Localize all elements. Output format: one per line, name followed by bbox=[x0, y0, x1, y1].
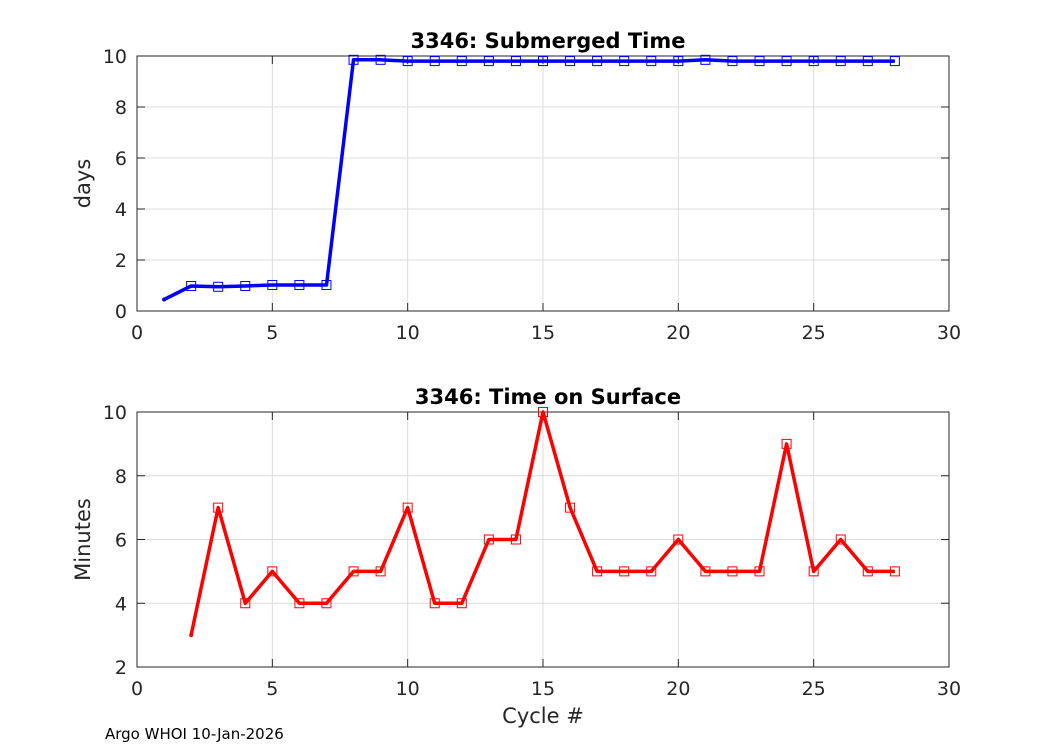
chart2-x-tick-label: 20 bbox=[666, 678, 690, 700]
chart2-data-point bbox=[375, 566, 386, 577]
chart2-x-tick-label: 10 bbox=[396, 678, 420, 700]
chart2-data-point bbox=[483, 534, 494, 545]
chart2-y-axis-label: Minutes bbox=[71, 498, 95, 581]
chart1-data-point bbox=[835, 56, 846, 67]
chart2-x-tick-label: 25 bbox=[802, 678, 826, 700]
chart2-data-point bbox=[510, 534, 521, 545]
chart2-data-point bbox=[240, 598, 251, 609]
chart1-data-point bbox=[592, 56, 603, 67]
chart1-data-point bbox=[673, 56, 684, 67]
chart1-data-point bbox=[808, 56, 819, 67]
chart1-y-tick-label: 0 bbox=[115, 301, 127, 323]
chart1-y-tick-label: 6 bbox=[115, 148, 127, 170]
chart1-data-point bbox=[267, 279, 278, 290]
chart1-title: 3346: Submerged Time bbox=[410, 29, 685, 53]
chart1-x-tick-label: 15 bbox=[531, 322, 555, 344]
chart1-x-tick-label: 0 bbox=[131, 322, 143, 344]
chart2-data-point bbox=[862, 566, 873, 577]
footer-credit: Argo WHOI 10-Jan-2026 bbox=[105, 725, 284, 743]
chart1-data-point bbox=[889, 56, 900, 67]
chart1-data-point bbox=[565, 56, 576, 67]
chart1-y-axis-label: days bbox=[71, 159, 95, 209]
chart2-data-point bbox=[456, 598, 467, 609]
chart1-y-tick-label: 8 bbox=[115, 97, 127, 119]
chart2-data-point bbox=[646, 566, 657, 577]
chart1-x-tick-label: 30 bbox=[937, 322, 961, 344]
chart2-x-tick-label: 5 bbox=[266, 678, 278, 700]
chart2-x-tick-label: 15 bbox=[531, 678, 555, 700]
chart1-data-point bbox=[186, 281, 197, 292]
chart2-y-tick-label: 8 bbox=[115, 466, 127, 488]
chart1-data-point bbox=[754, 56, 765, 67]
chart1-y-tick-label: 4 bbox=[115, 199, 127, 221]
chart2-data-point bbox=[835, 534, 846, 545]
chart1-data-point bbox=[862, 56, 873, 67]
chart1-data-point bbox=[429, 56, 440, 67]
chart1-data-point bbox=[294, 279, 305, 290]
chart2-y-tick-label: 6 bbox=[115, 530, 127, 552]
chart1-data-point bbox=[781, 56, 792, 67]
chart1-y-tick-label: 10 bbox=[103, 46, 127, 68]
chart1-data-point bbox=[619, 56, 630, 67]
chart1-data-point bbox=[456, 56, 467, 67]
chart2-data-point bbox=[808, 566, 819, 577]
chart1-data-point bbox=[213, 281, 224, 292]
chart2-data-point bbox=[700, 566, 711, 577]
chart1-x-tick-label: 10 bbox=[396, 322, 420, 344]
chart2-data-point bbox=[889, 566, 900, 577]
chart2-series-line bbox=[189, 410, 895, 636]
chart2-data-point bbox=[213, 502, 224, 513]
chart1-data-point bbox=[240, 281, 251, 292]
chart1-data-point bbox=[646, 56, 657, 67]
chart1-data-point bbox=[321, 279, 332, 290]
chart2-data-point bbox=[189, 633, 194, 638]
chart2-y-tick-label: 10 bbox=[103, 402, 127, 424]
chart2-y-tick-label: 2 bbox=[115, 657, 127, 679]
chart2-data-point bbox=[592, 566, 603, 577]
chart1-y-tick-label: 2 bbox=[115, 250, 127, 272]
chart2-data-point bbox=[538, 407, 548, 417]
chart1-data-point bbox=[162, 297, 167, 302]
chart1-data-point bbox=[727, 56, 738, 67]
chart2-data-point bbox=[673, 534, 684, 545]
chart1-data-point bbox=[348, 54, 359, 65]
chart1-x-tick-label: 20 bbox=[666, 322, 690, 344]
chart2-data-point bbox=[402, 502, 413, 513]
chart2-data-point bbox=[619, 566, 630, 577]
chart2-title: 3346: Time on Surface bbox=[415, 385, 681, 409]
chart1-series-line bbox=[163, 58, 895, 302]
chart2-x-axis-label: Cycle # bbox=[502, 704, 584, 728]
chart1-data-point bbox=[402, 56, 413, 67]
chart1-data-point bbox=[510, 56, 521, 67]
chart2-data-point bbox=[294, 598, 305, 609]
chart2-data-point bbox=[429, 598, 440, 609]
chart2-data-point bbox=[565, 502, 576, 513]
chart2-data-point bbox=[781, 438, 792, 449]
chart2-data-point bbox=[321, 598, 332, 609]
chart1-data-point bbox=[375, 54, 386, 65]
chart1-data-point bbox=[483, 56, 494, 67]
chart2-x-tick-label: 0 bbox=[131, 678, 143, 700]
chart1-x-tick-label: 5 bbox=[266, 322, 278, 344]
chart2-x-tick-label: 30 bbox=[937, 678, 961, 700]
chart1-data-point bbox=[538, 56, 548, 67]
chart1-x-tick-label: 25 bbox=[802, 322, 826, 344]
chart2-data-point bbox=[754, 566, 765, 577]
chart2-data-point bbox=[348, 566, 359, 577]
chart2-data-point bbox=[267, 566, 278, 577]
chart2-data-point bbox=[727, 566, 738, 577]
chart2-y-tick-label: 4 bbox=[115, 593, 127, 615]
chart1-data-point bbox=[700, 54, 711, 65]
